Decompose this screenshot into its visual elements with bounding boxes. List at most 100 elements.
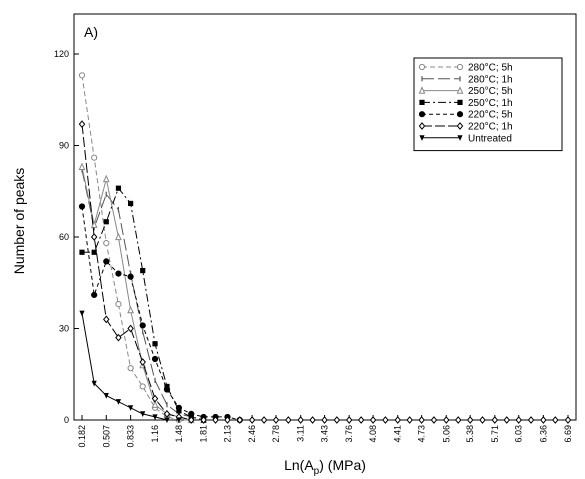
series-layer (78, 72, 572, 424)
series-point (163, 386, 171, 393)
x-axis-label: Ln(Ap) (MPa) (284, 457, 366, 477)
series-point (503, 416, 511, 424)
series-point (90, 233, 98, 241)
y-tick-label: 90 (59, 141, 69, 151)
series-point (418, 416, 425, 424)
series-point (115, 270, 122, 277)
series-point (127, 305, 134, 314)
legend-label: 220°C; 5h (468, 110, 513, 121)
series-point (139, 322, 146, 329)
series-point (236, 416, 244, 424)
series-point (175, 404, 183, 411)
series-point (454, 416, 462, 424)
series-point (164, 417, 170, 424)
series-point (456, 122, 464, 130)
x-tick-label: 0.507 (101, 425, 111, 448)
x-tick-label: 0.182 (77, 425, 87, 448)
series-point (552, 416, 559, 424)
legend-label: 280°C; 1h (468, 74, 513, 85)
x-tick-label: 1.16 (150, 425, 160, 443)
series-point (78, 162, 86, 170)
series-point (394, 416, 401, 424)
series-point (91, 291, 98, 299)
series-point (103, 393, 109, 399)
series-point (491, 416, 499, 424)
series-point (103, 258, 110, 265)
series-point (418, 63, 426, 71)
series-point (540, 416, 547, 424)
legend-entry: 280°C; 5h (418, 63, 513, 74)
series-point (91, 154, 98, 161)
series-point (479, 416, 486, 424)
series-point (176, 417, 182, 424)
y-tick-label: 0 (64, 415, 69, 425)
series-point (152, 341, 158, 347)
y-axis-label: Number of peaks (11, 168, 27, 275)
series-line (81, 169, 216, 421)
series-point (297, 416, 304, 424)
series-point (140, 267, 146, 274)
series-point (224, 416, 231, 424)
series-point (151, 394, 159, 403)
series-point (406, 416, 413, 424)
legend-label: 280°C; 5h (468, 63, 513, 74)
series-line-group (78, 120, 572, 424)
y-tick-label: 30 (59, 324, 69, 334)
legend-label: Untreated (468, 133, 512, 144)
series-point (443, 416, 450, 424)
series-point (91, 380, 97, 387)
series-point (188, 410, 195, 417)
series-point (285, 416, 292, 424)
legend-label: 250°C; 1h (468, 98, 513, 109)
series-point (418, 122, 426, 130)
series-point (345, 416, 353, 424)
series-point (357, 416, 365, 424)
series-line (81, 166, 204, 421)
legend-label: 220°C; 1h (468, 122, 513, 133)
series-point (419, 99, 425, 105)
series-point (91, 249, 97, 255)
y-tick-label: 120 (54, 49, 69, 59)
series-point (127, 324, 134, 333)
x-tick-label: 2.78 (271, 425, 281, 443)
series-point (139, 383, 146, 390)
series-point (127, 365, 134, 372)
series-point (140, 411, 146, 417)
legend-entry: Untreated (419, 133, 512, 144)
series-point (103, 240, 110, 247)
x-tick-label: 1.81 (199, 425, 209, 443)
series-point (115, 399, 122, 405)
series-point (115, 333, 122, 342)
series-point (78, 120, 86, 129)
series-point (382, 416, 389, 424)
legend-entry: 250°C; 1h (419, 98, 513, 109)
series-point (115, 185, 122, 191)
series-point (200, 416, 207, 424)
series-point (128, 405, 134, 411)
series-point (151, 400, 159, 408)
series-point (457, 99, 463, 105)
series-point (115, 301, 122, 308)
series-point (515, 416, 522, 424)
panel-label: A) (84, 24, 98, 40)
series-point (456, 63, 464, 71)
x-tick-label: 5.38 (465, 425, 475, 443)
series-point (78, 72, 86, 79)
series-point (103, 219, 109, 225)
series-point (188, 416, 195, 424)
legend-entry: 250°C; 5h (418, 86, 513, 97)
series-point (321, 416, 328, 424)
series-point (456, 111, 464, 118)
x-tick-label: 6.36 (538, 425, 548, 443)
series-point (151, 355, 159, 363)
x-tick-label: 4.08 (368, 425, 378, 443)
series-point (369, 416, 377, 424)
x-axis-label-sub: p (314, 466, 320, 477)
series-point (564, 416, 572, 424)
series-point (102, 174, 110, 183)
series-line (82, 187, 204, 421)
legend-box (413, 57, 563, 152)
series-point (456, 86, 464, 94)
